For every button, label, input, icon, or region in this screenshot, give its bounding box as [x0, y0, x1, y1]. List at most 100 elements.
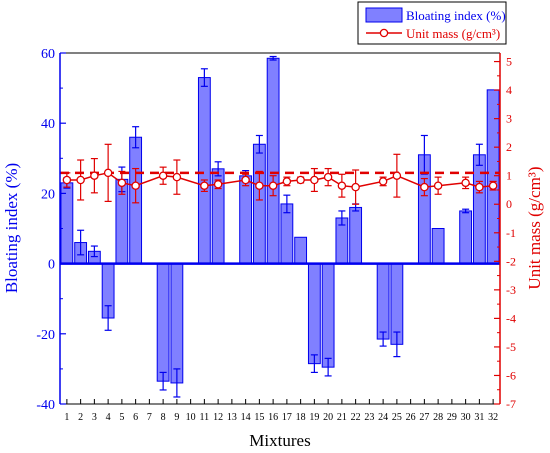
bar-11 [197, 77, 211, 265]
right-tick-label: 2 [506, 140, 512, 154]
bar-error-30 [462, 208, 470, 214]
left-tick-label: 20 [41, 187, 55, 202]
bar-error-25 [393, 331, 401, 358]
unit-mass-point-21 [337, 181, 347, 190]
bar-32 [486, 89, 500, 265]
bar-30 [459, 210, 473, 265]
bar-error-4 [104, 305, 112, 331]
unit-mass-point-28 [433, 181, 443, 190]
unit-mass-point-18 [296, 175, 305, 185]
right-tick-label: 4 [506, 83, 512, 97]
left-tick-label: -20 [36, 328, 55, 343]
x-tick-label: 13 [227, 412, 237, 423]
bar-error-11 [200, 68, 208, 87]
unit-mass-point-3 [90, 171, 99, 180]
x-tick-label: 5 [119, 412, 124, 423]
x-tick-label: 26 [406, 412, 416, 423]
unit-mass-point-27 [420, 182, 429, 192]
y-axis-title-left: Bloating index (%) [2, 163, 21, 293]
bar-error-16 [269, 55, 277, 61]
unit-mass-point-2 [76, 175, 85, 185]
x-tick-label: 2 [78, 412, 83, 423]
unit-mass-point-5 [117, 178, 127, 188]
unit-mass-point-14 [241, 175, 250, 185]
bar-error-8 [159, 371, 167, 391]
bar-error-24 [379, 331, 387, 347]
y-axis-title-right: Unit mass (g/cm³) [525, 166, 544, 289]
x-tick-label: 25 [392, 412, 402, 423]
x-tick-label: 9 [174, 412, 179, 423]
right-tick-label: -6 [506, 368, 516, 382]
unit-mass-point-15 [255, 181, 264, 190]
bar-error-20 [324, 357, 332, 377]
x-tick-label: 19 [309, 412, 319, 423]
legend-line-marker [379, 28, 389, 38]
bar-8 [156, 263, 170, 382]
x-tick-label: 27 [419, 412, 429, 423]
right-tick-label: 1 [506, 169, 512, 183]
unit-mass-point-25 [392, 171, 402, 180]
unit-mass-point-4 [103, 168, 113, 178]
x-tick-label: 14 [241, 412, 251, 423]
bars-group [60, 57, 500, 384]
bar-error-3 [90, 245, 98, 258]
left-tick-label: -40 [36, 398, 55, 413]
bar-error-19 [310, 354, 318, 374]
bar-1 [60, 182, 74, 265]
unit-mass-point-22 [351, 182, 360, 192]
bar-error-21 [338, 210, 346, 226]
x-tick-label: 30 [461, 412, 471, 423]
bar-28 [431, 228, 445, 265]
right-tick-label: -3 [506, 283, 516, 297]
x-tick-label: 16 [268, 412, 278, 423]
bar-error-15 [255, 134, 263, 154]
right-tick-label: -5 [506, 340, 516, 354]
legend-label-bloating: Bloating index (%) [406, 8, 506, 23]
x-tick-label: 6 [133, 412, 138, 423]
legend-label-unit-mass: Unit mass (g/cm³) [406, 26, 500, 41]
unit-mass-point-24 [378, 177, 388, 186]
unit-mass-point-20 [323, 172, 333, 182]
x-tick-label: 22 [351, 412, 361, 423]
bar-14 [239, 175, 253, 265]
bar-error-6 [132, 126, 140, 149]
x-tick-label: 18 [296, 412, 306, 423]
x-axis-title: Mixtures [249, 431, 310, 450]
bar-9 [170, 263, 184, 384]
x-tick-label: 28 [433, 412, 443, 423]
x-tick-label: 3 [92, 412, 97, 423]
legend: Bloating index (%) Unit mass (g/cm³) [357, 1, 507, 45]
x-tick-label: 7 [147, 412, 152, 423]
unit-mass-point-9 [172, 172, 182, 182]
x-tick-label: 23 [364, 412, 374, 423]
legend-bar-swatch [365, 7, 403, 23]
bar-24 [376, 263, 390, 340]
bar-19 [307, 263, 321, 365]
left-tick-label: 60 [41, 47, 55, 62]
unit-mass-point-6 [131, 181, 140, 190]
x-tick-label: 8 [161, 412, 166, 423]
unit-mass-point-16 [268, 181, 278, 190]
x-tick-label: 32 [488, 412, 498, 423]
unit-mass-point-19 [310, 175, 319, 185]
right-tick-label: -1 [506, 226, 516, 240]
x-tick-label: 17 [282, 412, 292, 423]
left-tick-label: 0 [48, 258, 55, 273]
unit-mass-point-1 [62, 175, 72, 185]
x-tick-label: 11 [200, 412, 210, 423]
x-tick-label: 24 [378, 412, 388, 423]
bar-error-9 [173, 368, 181, 398]
x-tick-label: 4 [106, 412, 111, 423]
bar-error-2 [77, 229, 85, 256]
bar-error-31 [475, 143, 483, 166]
unit-mass-point-17 [282, 177, 292, 186]
bar-18 [294, 236, 308, 265]
x-tick-label: 10 [186, 412, 196, 423]
unit-mass-point-30 [461, 178, 470, 188]
bar-15 [252, 143, 266, 265]
right-tick-label: -2 [506, 254, 516, 268]
bar-16 [266, 57, 280, 265]
x-tick-label: 21 [337, 412, 347, 423]
